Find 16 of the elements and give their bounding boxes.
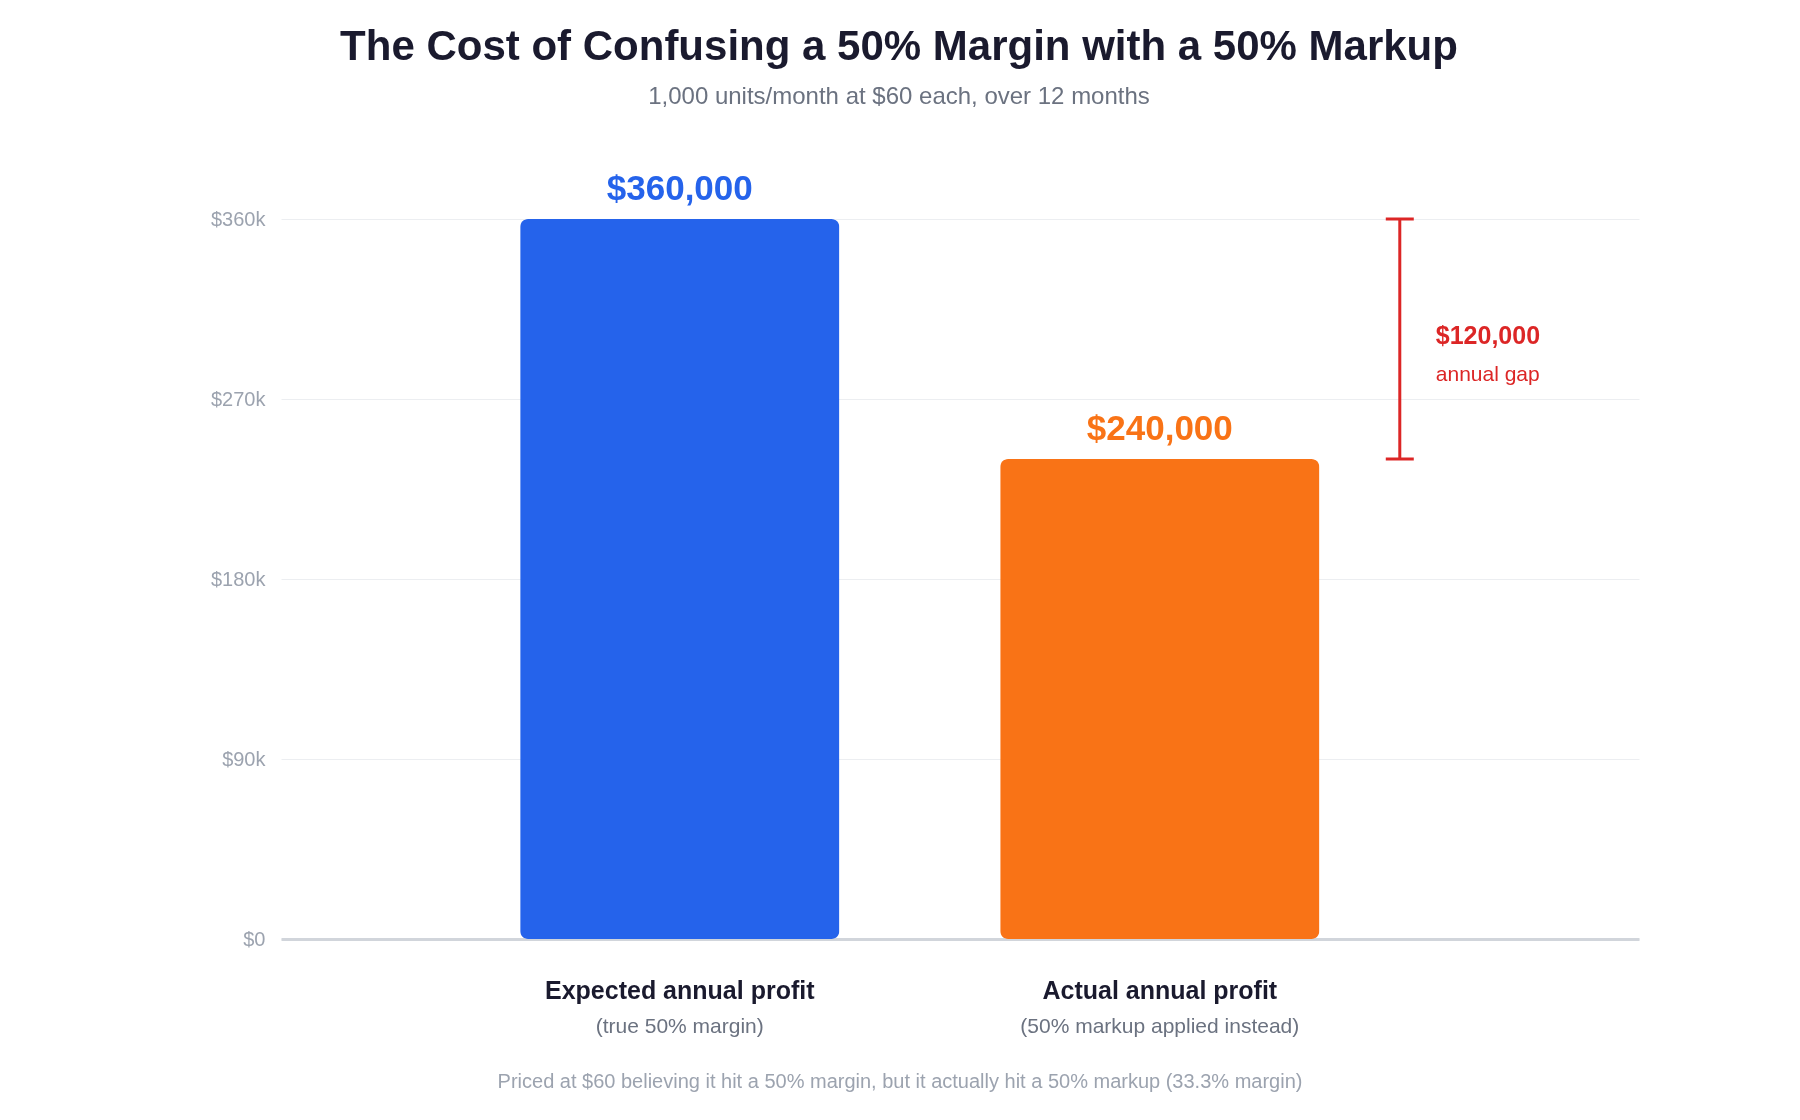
annotation: annual gap — [1435, 362, 1540, 385]
y-tick-label: $360k — [211, 207, 267, 230]
y-tick-label: $0 — [243, 927, 266, 950]
y-tick-label: $270k — [211, 387, 267, 410]
y-tick-label: $90k — [222, 747, 267, 770]
annotation: $120,000 — [1435, 321, 1541, 349]
text: Priced at $60 believing it hit a 50% margin, but it actually hit a 50% markup (33.3% margin) — [497, 1070, 1303, 1092]
y-tick-label: $180k — [211, 567, 267, 590]
x-tick-label: Actual annual profit — [1042, 976, 1278, 1004]
data-label: $240,000 — [1086, 408, 1233, 447]
data-label: $360,000 — [606, 168, 753, 207]
text: (50% markup applied instead) — [1020, 1014, 1300, 1037]
chart-subtitle: 1,000 units/month at $60 each, over 12 months — [648, 82, 1150, 109]
x-tick-label: Expected annual profit — [545, 976, 816, 1004]
text: (true 50% margin) — [595, 1014, 764, 1037]
chart-title: The Cost of Confusing a 50% Margin with a 50% Markup — [340, 22, 1458, 69]
